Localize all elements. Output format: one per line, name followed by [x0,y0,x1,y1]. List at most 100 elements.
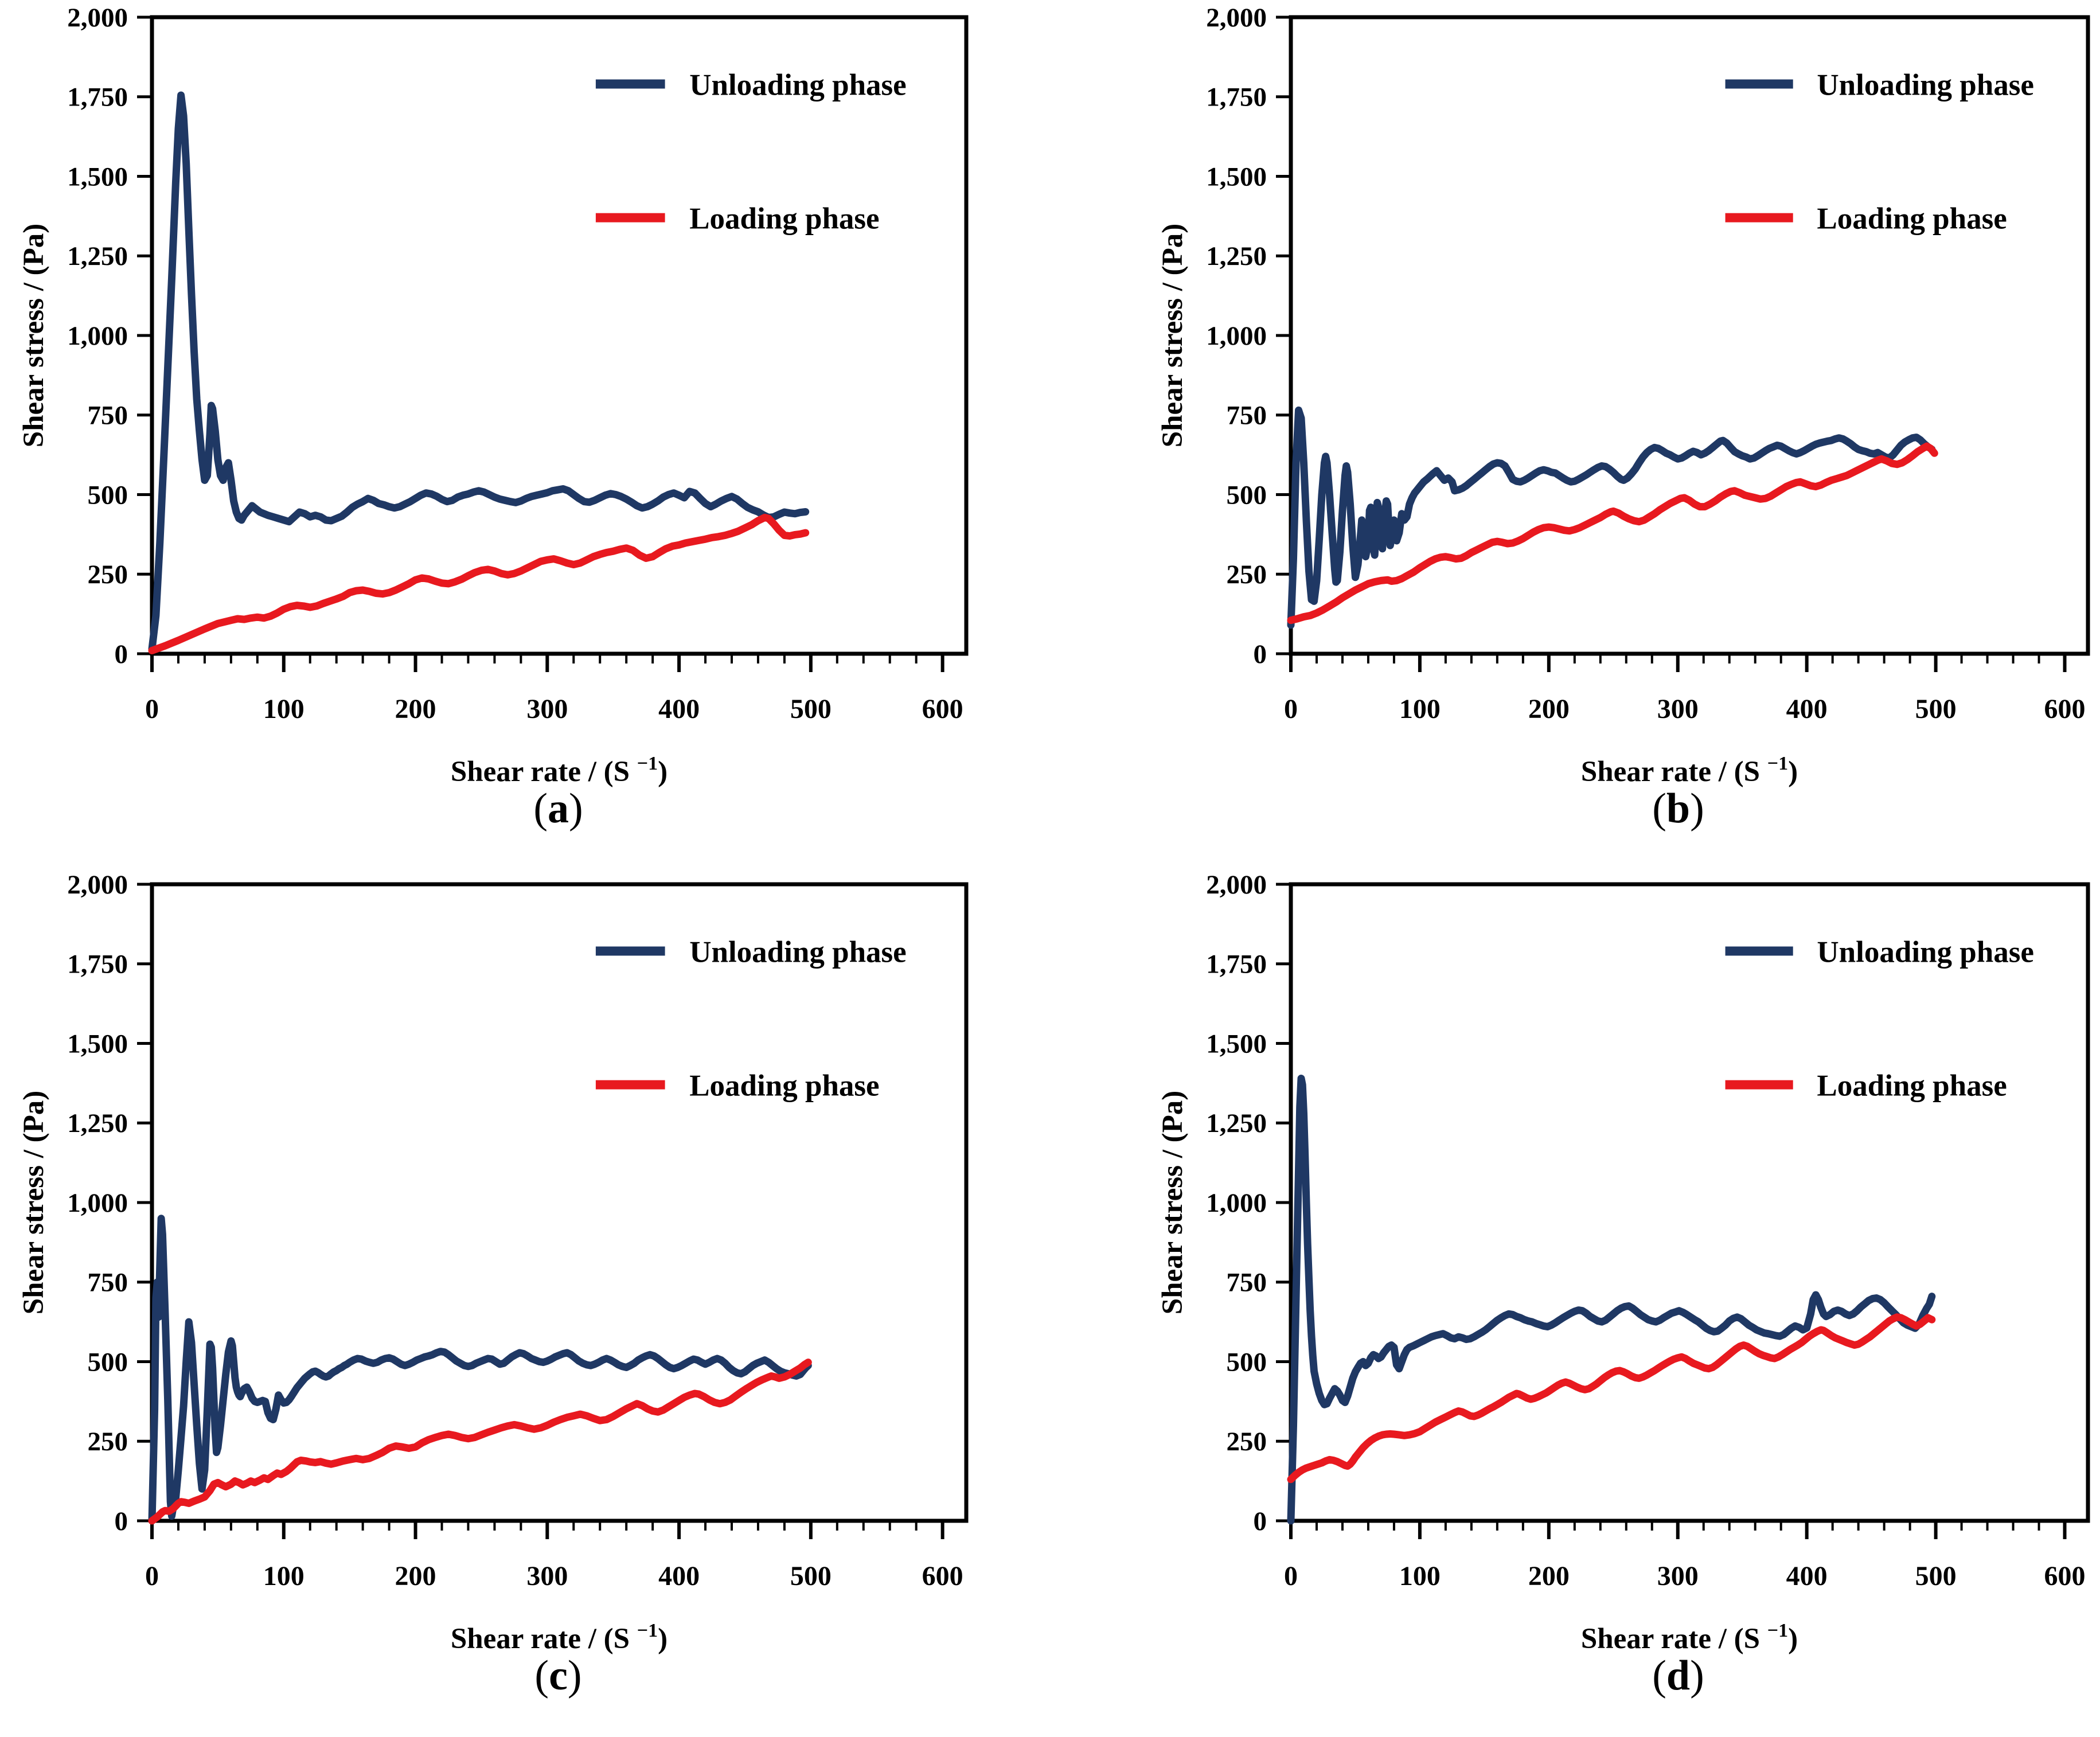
caption-open: ( [534,1652,549,1699]
y-tick-label: 1,000 [1206,1188,1267,1218]
caption-open: ( [533,785,548,832]
chart-caption-d: (d) [1153,1652,2100,1700]
x-tick-label: 0 [1284,694,1298,724]
x-tick-label: 400 [658,1561,700,1591]
x-tick-label: 100 [263,1561,305,1591]
chart-canvas: 0 250 500 750 1,000 1,250 1,500 1,750 2,000 0 100 2… [18,870,969,1655]
chart-canvas: 0 250 500 750 1,000 1,250 1,500 1,750 2,000 0 100 2… [18,3,969,788]
x-tick-label: 500 [790,1561,832,1591]
legend-unloading-label: Unloading phase [1817,936,2034,969]
x-tick-label: 0 [1284,1561,1298,1591]
legend-unloading-label: Unloading phase [689,936,907,969]
x-tick-label: 400 [658,694,700,724]
chart-panel-c: 0 250 500 750 1,000 1,250 1,500 1,750 2,000 0 100 2… [0,867,1050,1734]
y-tick-label: 2,000 [1206,870,1267,900]
y-tick-label: 1,500 [67,162,128,192]
y-tick-label: 0 [1254,1506,1267,1536]
series-loading [1287,1313,1936,1484]
y-tick-label: 250 [1227,1427,1267,1457]
series-unloading [148,91,810,653]
series-loading [148,514,810,654]
y-tick-label: 0 [1254,639,1267,669]
x-tick-label: 100 [263,694,305,724]
y-tick-label: 250 [88,560,128,590]
plot-frame [150,882,969,1523]
chart-panel-d: 0 250 500 750 1,000 1,250 1,500 1,750 2,000 0 100 2… [1050,867,2100,1734]
series-loading [148,1359,812,1525]
y-tick-label: 0 [115,1506,128,1536]
x-axis-title: Shear rate / (S −1) [1581,1620,1798,1655]
y-tick-label: 1,250 [67,241,128,271]
y-tick-label: 1,000 [1206,321,1267,351]
x-tick-label: 100 [1399,1561,1441,1591]
caption-open: ( [1652,785,1666,832]
y-axis-title: Shear stress / (Pa) [18,1091,50,1315]
legend-loading-label: Loading phase [689,1069,879,1103]
caption-open: ( [1652,1652,1666,1699]
y-tick-label: 1,750 [1206,83,1267,112]
y-tick-label: 750 [1227,1268,1267,1298]
y-tick-label: 1,250 [1206,1108,1267,1138]
y-tick-label: 250 [88,1427,128,1457]
chart-canvas: 0 250 500 750 1,000 1,250 1,500 1,750 2,000 0 100 2… [1157,870,2090,1655]
plot-frame [1289,882,2090,1523]
x-axis-title: Shear rate / (S −1) [1581,753,1798,788]
series-loading [1287,442,1938,624]
chart-caption-c: (c) [33,1652,1083,1700]
x-tick-label: 500 [1915,1561,1957,1591]
y-tick-label: 1,500 [1206,162,1267,192]
caption-letter: c [549,1652,568,1699]
caption-letter: a [548,785,569,832]
x-tick-label: 600 [2044,1561,2086,1591]
y-tick-label: 1,500 [1206,1029,1267,1059]
y-tick-label: 500 [88,480,128,510]
x-tick-label: 200 [395,694,436,724]
chart-canvas: 0 250 500 750 1,000 1,250 1,500 1,750 2,000 0 100 2… [1157,3,2090,788]
x-tick-label: 500 [1915,694,1957,724]
caption-letter: b [1666,785,1691,832]
x-tick-label: 100 [1399,694,1441,724]
legend-unloading-label: Unloading phase [1817,69,2034,102]
x-tick-label: 300 [526,694,568,724]
x-tick-label: 600 [922,694,963,724]
y-tick-label: 750 [88,1268,128,1298]
y-tick-label: 2,000 [1206,3,1267,33]
caption-letter: d [1666,1652,1691,1699]
y-axis-title: Shear stress / (Pa) [1157,224,1189,448]
y-tick-label: 1,000 [67,321,128,351]
chart-c: 0 250 500 750 1,000 1,250 1,500 1,750 2,000 0 100 2… [0,867,1050,1734]
y-tick-label: 1,000 [67,1188,128,1218]
chart-panel-a: 0 250 500 750 1,000 1,250 1,500 1,750 2,000 0 100 2… [0,0,1050,867]
y-tick-label: 500 [88,1347,128,1377]
y-tick-label: 1,250 [67,1108,128,1138]
y-tick-label: 1,750 [67,950,128,979]
caption-close: ) [1690,1652,1704,1699]
legend-unloading-label: Unloading phase [689,69,907,102]
x-tick-label: 500 [790,694,832,724]
y-tick-label: 1,500 [67,1029,128,1059]
y-axis-title: Shear stress / (Pa) [1157,1091,1189,1315]
x-tick-label: 200 [1528,1561,1570,1591]
y-tick-label: 1,250 [1206,241,1267,271]
y-tick-label: 250 [1227,560,1267,590]
y-tick-label: 500 [1227,1347,1267,1377]
y-tick-label: 1,750 [67,83,128,112]
chart-d: 0 250 500 750 1,000 1,250 1,500 1,750 2,000 0 100 2… [1050,867,2100,1734]
y-tick-label: 750 [88,401,128,431]
y-tick-label: 1,750 [1206,950,1267,979]
y-axis-title: Shear stress / (Pa) [18,224,50,448]
caption-close: ) [567,1652,582,1699]
x-tick-label: 200 [1528,694,1570,724]
x-tick-label: 600 [2044,694,2086,724]
y-tick-label: 750 [1227,401,1267,431]
chart-caption-b: (b) [1153,784,2100,833]
series-unloading [1287,1075,1936,1525]
x-tick-label: 300 [526,1561,568,1591]
x-axis-title: Shear rate / (S −1) [451,753,668,788]
chart-caption-a: (a) [33,784,1083,833]
chart-b: 0 250 500 750 1,000 1,250 1,500 1,750 2,000 0 100 2… [1050,0,2100,867]
caption-close: ) [1690,785,1704,832]
series-unloading [148,1215,812,1525]
y-tick-label: 500 [1227,480,1267,510]
